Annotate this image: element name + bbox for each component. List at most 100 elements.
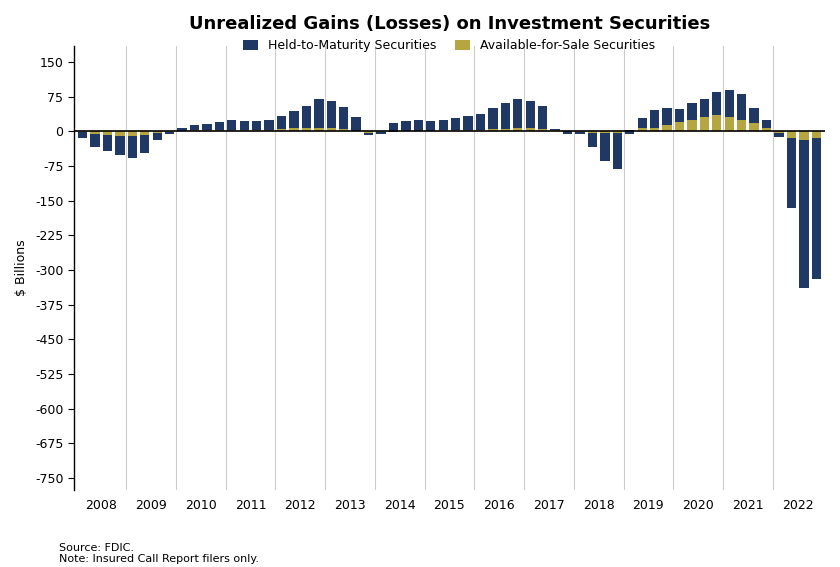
Bar [663, 108, 672, 125]
Bar [712, 92, 722, 131]
Bar [700, 99, 709, 117]
Bar [625, 131, 634, 133]
Bar [749, 108, 759, 123]
Bar [811, 131, 821, 279]
Legend: Held-to-Maturity Securities, Available-for-Sale Securities: Held-to-Maturity Securities, Available-f… [239, 34, 660, 57]
Bar [91, 131, 100, 147]
Bar [675, 109, 684, 122]
Bar [339, 107, 349, 129]
Bar [663, 108, 672, 131]
Bar [177, 128, 186, 131]
Bar [538, 106, 548, 129]
Bar [612, 133, 622, 169]
Bar [737, 94, 747, 120]
Bar [327, 101, 336, 131]
Bar [650, 111, 659, 131]
Bar [364, 131, 373, 135]
Bar [464, 116, 473, 130]
Bar [737, 94, 747, 131]
Bar [351, 117, 361, 131]
Bar [501, 103, 510, 129]
Bar [749, 108, 759, 131]
Bar [140, 131, 150, 154]
Bar [426, 121, 435, 131]
Bar [215, 122, 224, 131]
Bar [488, 108, 497, 129]
Bar [550, 129, 559, 131]
Bar [277, 116, 286, 129]
Bar [513, 99, 522, 128]
Bar [438, 120, 448, 131]
Bar [575, 132, 585, 133]
Bar [413, 120, 423, 131]
Bar [588, 131, 597, 147]
Bar [475, 113, 486, 130]
Bar [165, 131, 174, 133]
Bar [712, 92, 722, 115]
Bar [588, 133, 597, 147]
Bar [538, 106, 548, 131]
Text: Source: FDIC.
Note: Insured Call Report filers only.: Source: FDIC. Note: Insured Call Report … [59, 543, 259, 564]
Bar [799, 141, 809, 289]
Bar [475, 113, 486, 131]
Bar [78, 132, 87, 138]
Bar [774, 133, 784, 137]
Y-axis label: $ Billions: $ Billions [15, 239, 28, 296]
Bar [762, 120, 771, 131]
Bar [265, 120, 274, 131]
Bar [314, 99, 323, 128]
Bar [413, 120, 423, 131]
Bar [153, 131, 162, 139]
Bar [165, 132, 174, 133]
Bar [638, 119, 647, 129]
Bar [774, 131, 784, 137]
Bar [314, 99, 323, 131]
Bar [526, 101, 535, 131]
Bar [239, 121, 249, 130]
Bar [289, 111, 299, 131]
Bar [102, 135, 112, 151]
Bar [451, 119, 460, 131]
Bar [227, 120, 237, 130]
Bar [513, 99, 522, 131]
Bar [687, 103, 696, 120]
Bar [638, 119, 647, 131]
Bar [488, 108, 497, 131]
Bar [650, 111, 659, 128]
Bar [153, 133, 162, 139]
Bar [239, 121, 249, 131]
Bar [601, 131, 610, 161]
Bar [289, 111, 299, 129]
Bar [725, 90, 734, 131]
Bar [190, 125, 199, 130]
Bar [115, 136, 124, 155]
Bar [563, 131, 572, 133]
Bar [550, 129, 559, 130]
Bar [115, 131, 124, 155]
Bar [190, 125, 199, 131]
Bar [526, 101, 535, 129]
Bar [625, 130, 634, 133]
Bar [402, 121, 411, 131]
Bar [91, 133, 100, 147]
Bar [438, 120, 448, 130]
Bar [725, 90, 734, 117]
Bar [787, 138, 796, 208]
Bar [140, 135, 150, 154]
Bar [451, 119, 460, 130]
Bar [464, 116, 473, 131]
Bar [277, 116, 286, 131]
Bar [799, 131, 809, 289]
Bar [302, 106, 311, 131]
Bar [376, 131, 386, 133]
Bar [426, 121, 435, 131]
Bar [501, 103, 510, 131]
Bar [575, 131, 585, 133]
Bar [811, 138, 821, 279]
Bar [252, 121, 261, 130]
Bar [265, 120, 274, 130]
Bar [700, 99, 709, 131]
Bar [202, 124, 212, 131]
Bar [364, 133, 373, 135]
Bar [102, 131, 112, 151]
